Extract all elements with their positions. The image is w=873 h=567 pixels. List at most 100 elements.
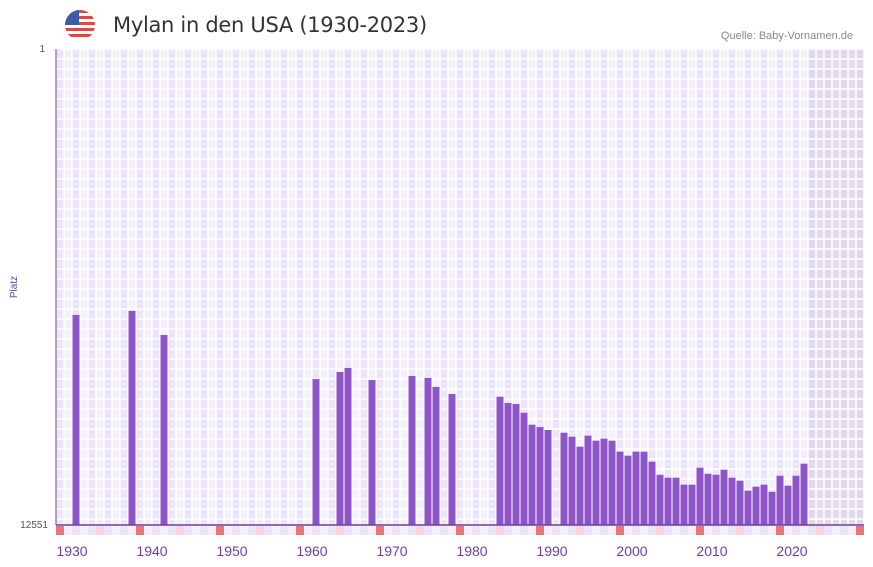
- decade-marker: [800, 526, 808, 535]
- y-axis-title: Platz: [9, 276, 20, 298]
- x-tick-label: 1950: [216, 543, 247, 559]
- decade-marker: [816, 526, 824, 535]
- decade-marker: [440, 526, 448, 535]
- grid-column: [312, 49, 320, 525]
- decade-marker: [400, 526, 408, 535]
- decade-marker: [768, 526, 776, 535]
- decade-marker: [88, 526, 96, 535]
- bar-1991: [560, 432, 568, 525]
- decade-marker: [568, 526, 576, 535]
- decade-marker: [744, 526, 752, 535]
- decade-marker: [736, 526, 744, 535]
- decade-marker: [552, 526, 560, 535]
- bar-1983: [496, 396, 504, 525]
- decade-marker: [544, 526, 552, 535]
- grid-column: [200, 49, 208, 525]
- decade-marker: [112, 526, 120, 535]
- decade-marker: [464, 526, 472, 535]
- decade-marker: [312, 526, 320, 535]
- decade-marker: [168, 526, 176, 535]
- grid-column: [136, 49, 144, 525]
- grid-column: [248, 49, 256, 525]
- decade-marker: [424, 526, 432, 535]
- decade-marker: [792, 526, 800, 535]
- decade-marker: [376, 526, 384, 535]
- bar-2016: [760, 484, 768, 525]
- decade-marker: [608, 526, 616, 535]
- decade-marker: [664, 526, 672, 535]
- decade-marker: [640, 526, 648, 535]
- decade-marker: [328, 526, 336, 535]
- bar-1993: [576, 446, 584, 525]
- decade-marker: [456, 526, 464, 535]
- decade-marker: [600, 526, 608, 535]
- grid-column: [120, 49, 128, 525]
- decade-marker: [192, 526, 200, 535]
- decade-marker: [280, 526, 288, 535]
- decade-marker: [520, 526, 528, 535]
- decade-marker: [344, 526, 352, 535]
- grid-column: [456, 49, 464, 525]
- grid-column: [232, 49, 240, 525]
- grid-column: [552, 49, 560, 525]
- decade-marker: [496, 526, 504, 535]
- bar-2008: [696, 467, 704, 525]
- bar-1977: [448, 394, 456, 525]
- grid-column: [376, 49, 384, 525]
- bar-2009: [704, 473, 712, 525]
- decade-marker: [672, 526, 680, 535]
- decade-marker: [104, 526, 112, 535]
- bar-2021: [800, 463, 808, 525]
- decade-marker: [856, 526, 864, 535]
- source-link[interactable]: Quelle: Baby-Vornamen.de: [720, 30, 853, 42]
- decade-marker: [624, 526, 632, 535]
- decade-marker: [592, 526, 600, 535]
- decade-marker: [776, 526, 784, 535]
- decade-marker: [336, 526, 344, 535]
- decade-marker: [784, 526, 792, 535]
- decade-marker: [752, 526, 760, 535]
- decade-marker: [272, 526, 280, 535]
- grid-column: [696, 49, 704, 525]
- decade-marker: [840, 526, 848, 535]
- bar-1988: [536, 427, 544, 525]
- grid-column: [504, 49, 512, 525]
- x-tick-label: 2010: [696, 543, 727, 559]
- decade-marker: [136, 526, 144, 535]
- decade-marker: [264, 526, 272, 535]
- decade-marker: [480, 526, 488, 535]
- bar-2002: [648, 461, 656, 525]
- bar-1998: [616, 451, 624, 525]
- x-tick-label: 1960: [296, 543, 327, 559]
- grid-column: [424, 49, 432, 525]
- decade-marker: [56, 526, 64, 535]
- page-title: Mylan in den USA (1930-2023): [113, 13, 427, 37]
- decade-marker: [488, 526, 496, 535]
- x-tick-label: 1940: [136, 543, 167, 559]
- grid-column: [168, 49, 176, 525]
- decade-marker: [248, 526, 256, 535]
- y-tick-label: 12551: [20, 520, 48, 531]
- bar-2000: [632, 451, 640, 525]
- grid-column: [328, 49, 336, 525]
- grid-column: [264, 49, 272, 525]
- decade-marker: [160, 526, 168, 535]
- decade-marker: [152, 526, 160, 535]
- grid-column: [360, 49, 368, 525]
- decade-marker: [696, 526, 704, 535]
- decade-marker: [176, 526, 184, 535]
- x-tick-label: 1980: [456, 543, 487, 559]
- decade-marker: [448, 526, 456, 535]
- decade-marker: [232, 526, 240, 535]
- bar-1974: [424, 377, 432, 525]
- bar-1930: [72, 314, 80, 525]
- bar-1964: [344, 367, 352, 525]
- grid-column: [712, 49, 720, 525]
- bar-2004: [664, 477, 672, 525]
- x-tick-label: 2000: [616, 543, 647, 559]
- decade-marker: [584, 526, 592, 535]
- decade-marker: [560, 526, 568, 535]
- grid-column: [744, 49, 752, 525]
- decade-marker: [512, 526, 520, 535]
